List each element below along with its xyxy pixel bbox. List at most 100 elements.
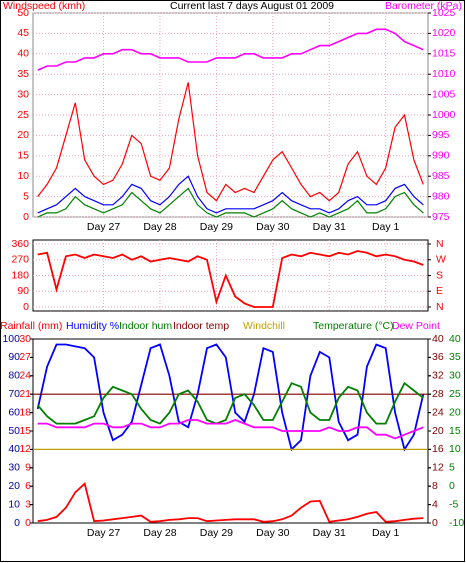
tick-label: 40 [17,48,29,60]
tick-label: 25 [449,388,461,400]
tick-label: -5 [449,498,458,510]
tick-label: 15 [19,425,31,437]
x-tick-label: Day 29 [200,527,233,539]
tick-label: 15 [449,425,461,437]
tick-label: 12 [19,443,31,455]
tick-label: 360 [11,238,29,250]
tick-label: 32 [432,370,444,382]
tick-label: 21 [19,388,31,400]
tick-label: 1025 [432,7,456,19]
x-tick-label: Day 1 [372,221,400,233]
tick-label: N [436,301,444,313]
series-line [37,175,424,214]
x-tick-label: Day 31 [313,527,346,539]
tick-label: 1020 [432,27,456,39]
tick-label: 1000 [432,109,456,121]
tick-label: 100 [2,333,20,345]
tick-label: 25 [17,109,29,121]
y2-axis-label: Barometer (kPa) [385,0,462,12]
tick-label: 975 [432,211,450,223]
tick-label: 30 [8,462,20,474]
x-tick-label: Day 28 [143,527,176,539]
tick-label: 40 [8,443,20,455]
tick-label: 270 [11,254,29,266]
tick-label: 18 [19,406,31,418]
tick-label: 6 [25,480,31,492]
tick-label: 20 [17,129,29,141]
tick-label: 0 [25,517,31,529]
tick-label: 980 [432,190,450,202]
tick-label: 16 [432,443,444,455]
tick-label: 24 [432,406,444,418]
x-tick-label: Day 1 [372,527,400,539]
series-line [37,381,424,425]
legend-label: Dew Point [392,320,440,332]
tick-label: 0 [14,517,20,529]
tick-label: 80 [8,370,20,382]
tick-label: 0 [449,480,455,492]
tick-label: 990 [432,150,450,162]
tick-label: 12 [432,462,444,474]
legend-label: Humidity % [66,320,119,332]
tick-label: 50 [8,425,20,437]
x-tick-label: Day 30 [256,527,289,539]
tick-label: 27 [19,351,31,363]
x-tick-label: Day 27 [87,527,120,539]
series-line [37,419,424,440]
tick-label: 10 [8,498,20,510]
tick-label: N [436,238,444,250]
tick-label: 36 [432,351,444,363]
tick-label: 0 [23,301,29,313]
tick-label: 3 [25,498,31,510]
series-line [37,250,424,308]
tick-label: 10 [17,170,29,182]
tick-label: 40 [449,333,461,345]
legend-label: Indoor hum [119,320,172,332]
tick-label: 10 [449,443,461,455]
x-tick-label: Day 31 [313,221,346,233]
x-tick-label: Day 28 [143,221,176,233]
tick-label: 1015 [432,48,456,60]
tick-label: S [436,269,443,281]
tick-label: 8 [432,480,438,492]
tick-label: 28 [432,388,444,400]
tick-label: 35 [449,351,461,363]
tick-label: 1005 [432,88,456,100]
series-line [36,343,425,452]
tick-label: 30 [449,370,461,382]
series-line [37,187,424,218]
tick-label: 15 [17,150,29,162]
legend-label: Rainfall (mm) [0,320,62,332]
tick-label: 1010 [432,68,456,80]
tick-label: 5 [23,190,29,202]
y-axis-label: Windspeed (kmh) [3,0,85,12]
tick-label: 5 [449,462,455,474]
tick-label: 40 [432,333,444,345]
tick-label: -10 [449,517,464,529]
tick-label: 90 [8,351,20,363]
tick-label: W [436,254,446,266]
legend-label: Indoor temp [173,320,229,332]
tick-label: 30 [19,333,31,345]
tick-label: 70 [8,388,20,400]
tick-label: 24 [19,370,31,382]
tick-label: 45 [17,27,29,39]
tick-label: 985 [432,170,450,182]
tick-label: 50 [17,7,29,19]
series-line [37,82,424,202]
tick-label: 4 [432,498,438,510]
tick-label: 20 [432,425,444,437]
tick-label: 0 [23,211,29,223]
tick-label: 90 [17,285,29,297]
series-line [37,482,424,523]
tick-label: E [436,285,443,297]
tick-label: 9 [25,462,31,474]
chart-title: Current last 7 days August 01 2009 [170,0,334,12]
series-line [37,28,424,71]
tick-label: 995 [432,129,450,141]
tick-label: 30 [17,88,29,100]
tick-label: 20 [8,480,20,492]
legend-label: Temperature (°C) [313,320,394,332]
